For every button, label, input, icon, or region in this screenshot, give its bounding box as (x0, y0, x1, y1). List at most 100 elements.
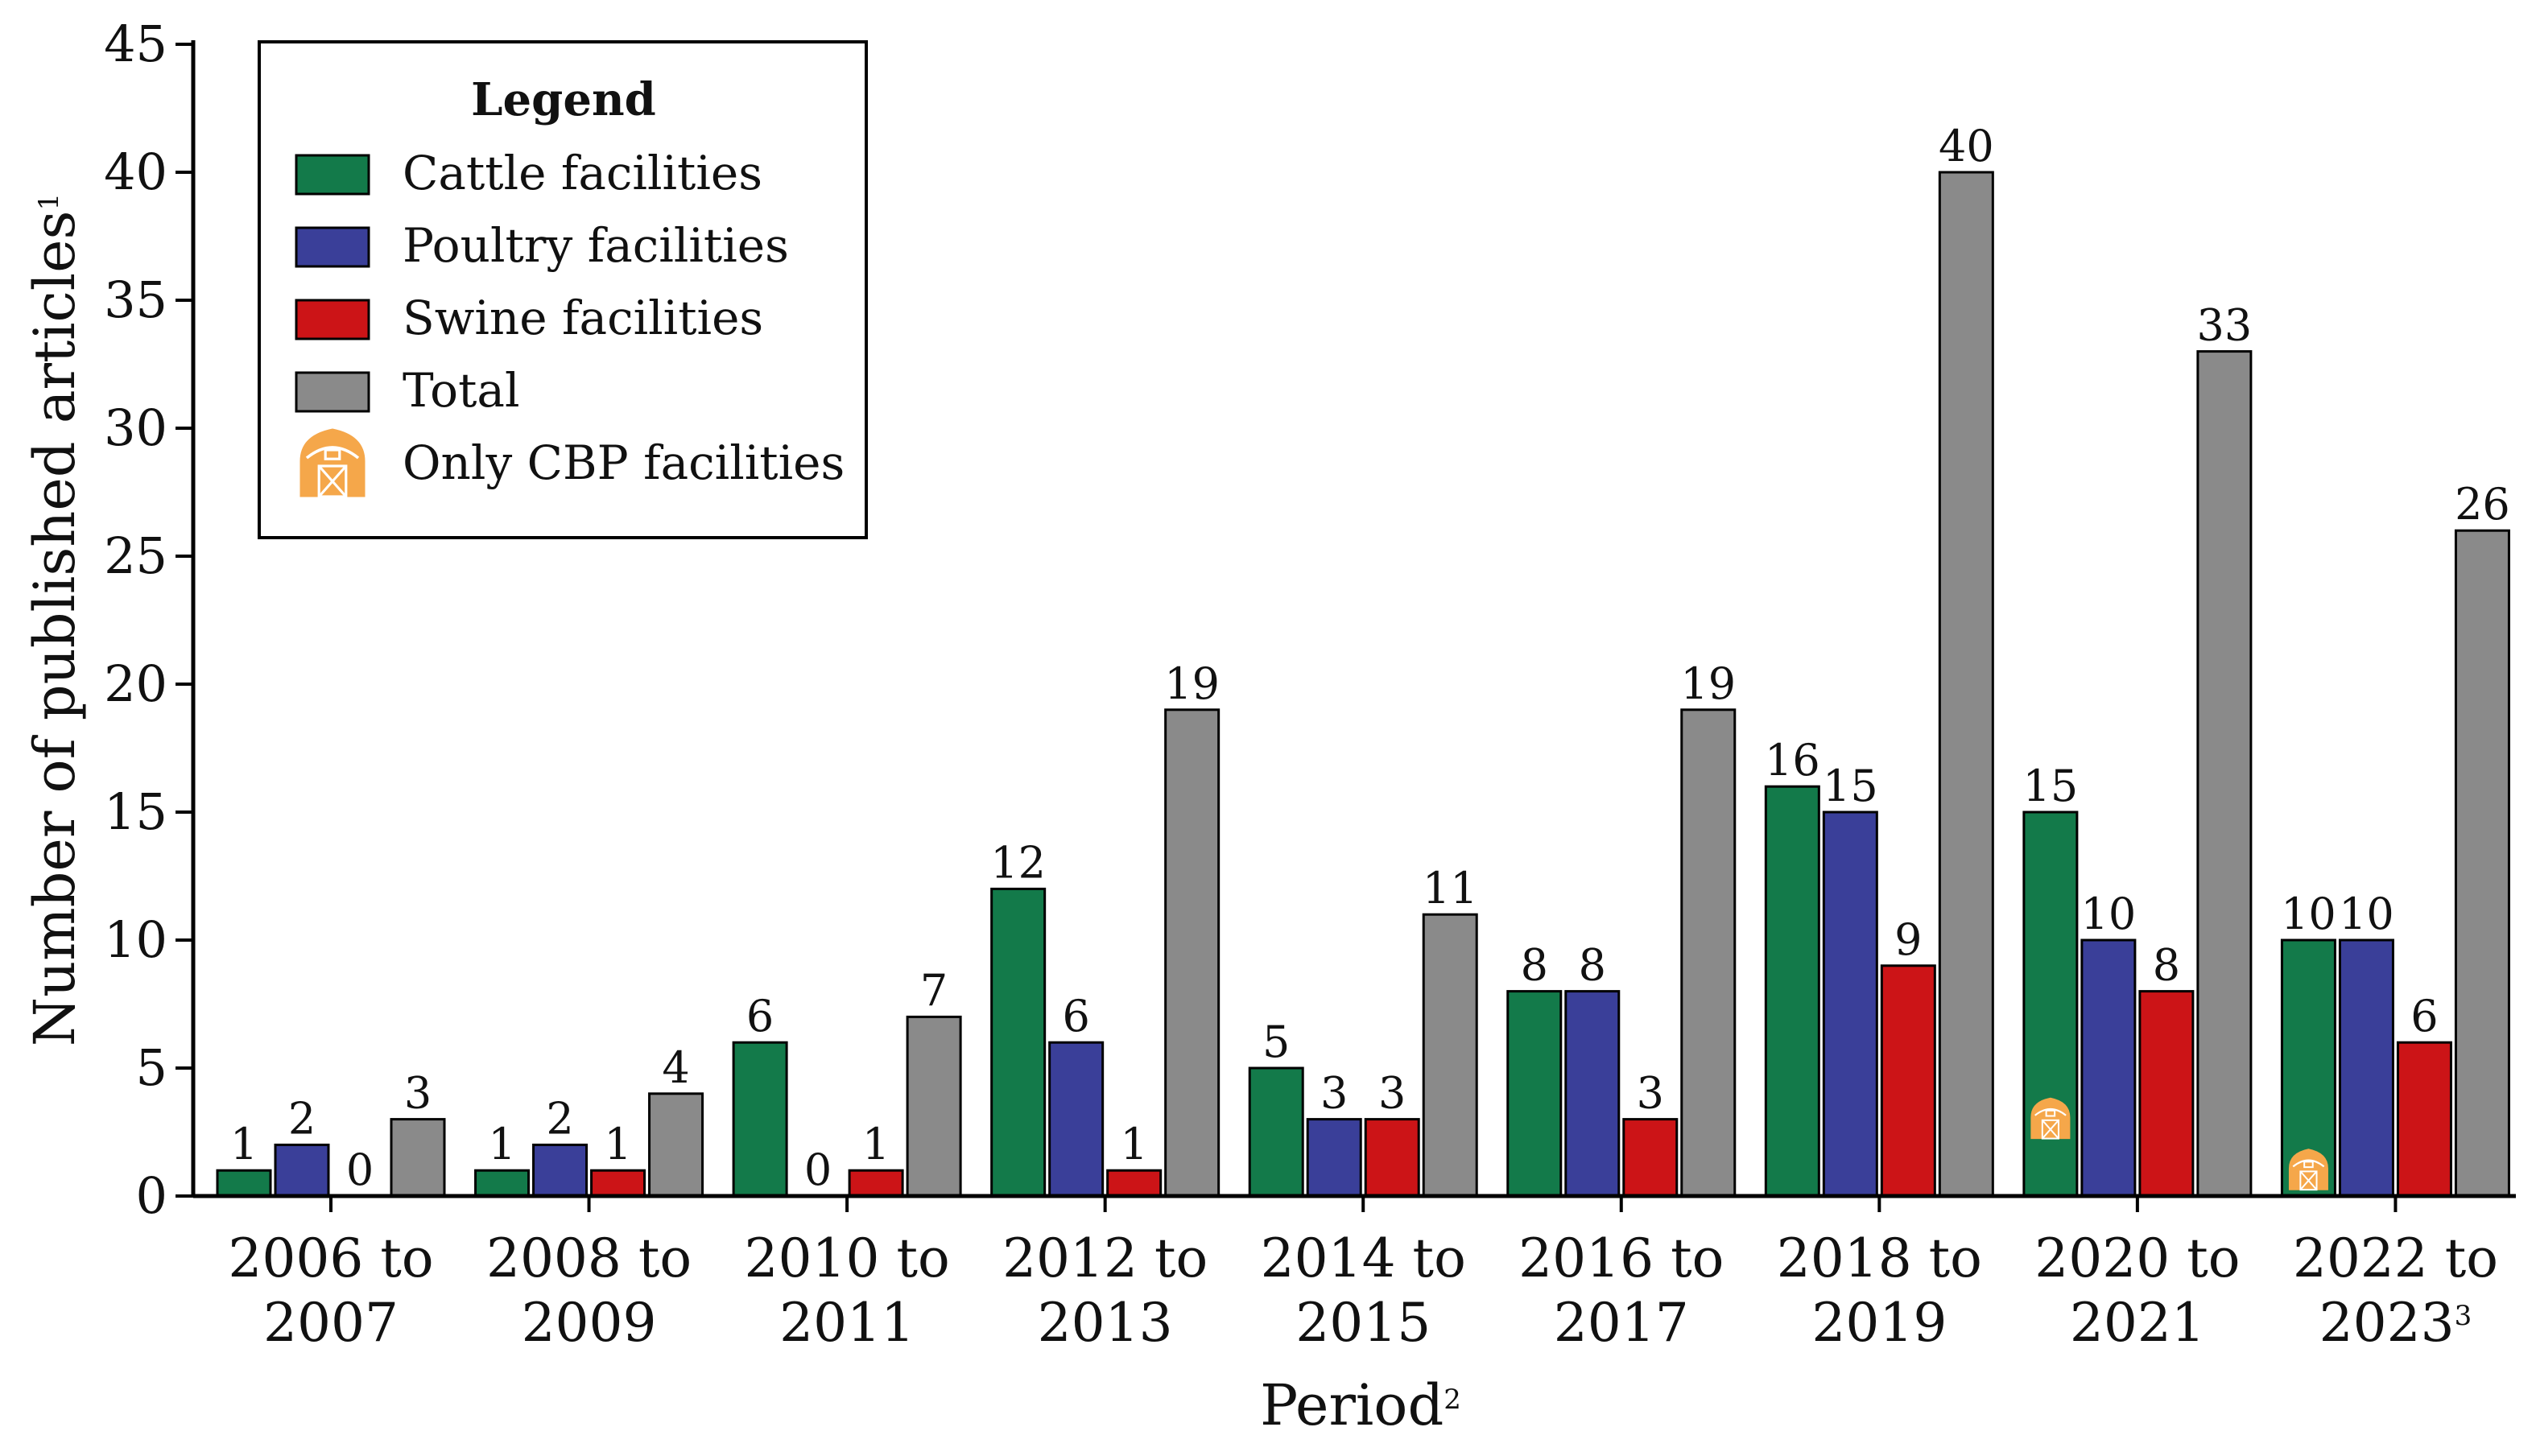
data-label: 10 (2281, 889, 2336, 939)
bar-cattle-facilities (474, 1169, 531, 1198)
data-label: 3 (404, 1068, 432, 1119)
cbp-barn-icon (2030, 1097, 2071, 1140)
bar-total (390, 1118, 446, 1198)
x-tick-label: 2014 to (1261, 1227, 1466, 1289)
bar-cattle-facilities (1248, 1066, 1304, 1198)
bar-total (1938, 171, 1994, 1198)
data-label: 15 (2023, 761, 2079, 811)
bar-poultry-facilities (532, 1143, 589, 1198)
bar-total (2196, 350, 2253, 1198)
bar-swine-facilities (1622, 1118, 1679, 1198)
data-label: 5 (1262, 1017, 1290, 1067)
data-label: 15 (1823, 761, 1878, 811)
data-label: 3 (1637, 1068, 1664, 1119)
data-label: 8 (1521, 940, 1548, 991)
bar-cattle-facilities (216, 1169, 272, 1198)
x-tick-label: 2021 (2070, 1292, 2205, 1354)
legend-label: Poultry facilities (403, 218, 789, 273)
bar-swine-facilities (2138, 990, 2195, 1198)
bar-poultry-facilities (1564, 990, 1621, 1198)
y-axis-title: Number of published articles1 (22, 193, 88, 1046)
y-tick-label: 0 (136, 1166, 167, 1225)
bar-total (2454, 529, 2510, 1198)
cbp-barn-icon (299, 428, 366, 498)
y-tick-label: 15 (104, 782, 167, 841)
data-label: 0 (346, 1145, 374, 1195)
y-tick-label: 35 (104, 270, 167, 329)
legend-title: Legend (471, 73, 656, 126)
y-tick-label: 10 (104, 910, 167, 969)
data-label: 1 (604, 1119, 631, 1169)
data-label: 6 (2410, 991, 2438, 1041)
data-label: 2 (546, 1093, 573, 1144)
legend-swatch (295, 371, 370, 413)
bar-total (906, 1015, 962, 1198)
x-tick-label: 20233 (2319, 1292, 2472, 1354)
legend-swatch (295, 299, 370, 340)
data-label: 2 (288, 1093, 316, 1144)
data-label: 1 (230, 1119, 258, 1169)
x-tick-label: 2015 (1295, 1292, 1431, 1354)
bar-swine-facilities (848, 1169, 904, 1198)
data-label: 3 (1378, 1068, 1406, 1119)
data-label: 1 (862, 1119, 890, 1169)
data-label: 11 (1423, 863, 1478, 914)
bar-poultry-facilities (1048, 1041, 1105, 1198)
x-tick-label: 2006 to (228, 1227, 433, 1289)
bar-cattle-facilities (1506, 990, 1563, 1198)
bar-swine-facilities (1364, 1118, 1420, 1198)
data-label: 1 (488, 1119, 515, 1169)
x-tick-label: 2018 to (1777, 1227, 1982, 1289)
data-label: 16 (1765, 735, 1820, 786)
x-tick-label: 2007 (263, 1292, 399, 1354)
bar-swine-facilities (1880, 964, 1936, 1198)
bar-swine-facilities (590, 1169, 646, 1198)
x-tick-label: 2017 (1554, 1292, 1689, 1354)
data-label: 3 (1320, 1068, 1348, 1119)
bar-poultry-facilities (2080, 938, 2137, 1198)
x-tick-label: 2012 to (1002, 1227, 1208, 1289)
data-label: 40 (1939, 121, 1994, 171)
bar-total (1680, 708, 1737, 1198)
x-tick-label: 2011 (779, 1292, 915, 1354)
legend-label: Total (403, 363, 520, 418)
y-tick-label: 5 (136, 1038, 167, 1097)
x-tick-label: 2020 to (2034, 1227, 2240, 1289)
legend-swatch (295, 154, 370, 196)
legend-label: Cattle facilities (403, 146, 762, 200)
cbp-barn-icon (2288, 1149, 2328, 1191)
data-label: 8 (2153, 940, 2180, 991)
bar-swine-facilities (1106, 1169, 1163, 1198)
y-tick-label: 45 (104, 14, 167, 73)
legend-label: Only CBP facilities (403, 435, 845, 490)
bar-total (1422, 913, 1478, 1198)
data-label: 26 (2455, 479, 2510, 530)
bar-poultry-facilities (1306, 1118, 1362, 1198)
data-label: 7 (920, 965, 948, 1016)
bars-group (216, 171, 2510, 1198)
x-tick-label: 2010 to (745, 1227, 950, 1289)
y-tick-label: 20 (104, 654, 167, 713)
bar-total (648, 1092, 704, 1198)
bar-total (1164, 708, 1221, 1198)
data-label: 6 (1062, 991, 1089, 1041)
bar-poultry-facilities (1822, 810, 1878, 1198)
data-label: 9 (1894, 914, 1922, 965)
legend-label: Swine facilities (403, 291, 763, 345)
x-axis-title: Period2 (1260, 1372, 1461, 1438)
data-label: 10 (2081, 889, 2137, 939)
data-label: 10 (2339, 889, 2394, 939)
x-tick-label: 2008 to (486, 1227, 692, 1289)
x-tick-label: 2013 (1038, 1292, 1173, 1354)
y-tick-label: 40 (104, 142, 167, 201)
legend: Legend Cattle facilities Poultry faciliti… (258, 40, 868, 539)
x-tick-label: 2022 to (2293, 1227, 2498, 1289)
axis-titles: Period2 Number of published articles1 (22, 193, 1461, 1438)
data-label: 1 (1120, 1119, 1147, 1169)
data-label: 6 (746, 991, 774, 1041)
x-tick-label: 2016 to (1518, 1227, 1724, 1289)
data-label: 4 (662, 1042, 689, 1093)
data-label: 12 (990, 837, 1046, 888)
